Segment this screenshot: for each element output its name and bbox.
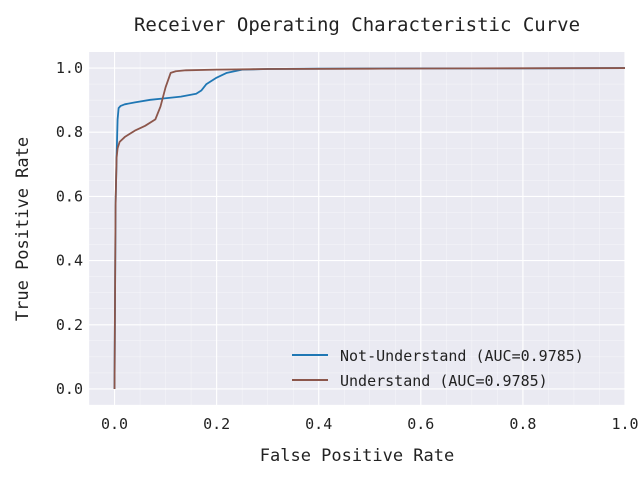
x-tick-label: 0.0 (101, 415, 128, 433)
chart-title: Receiver Operating Characteristic Curve (134, 14, 580, 36)
x-tick-label: 0.8 (509, 415, 536, 433)
legend-label-not-understand: Not-Understand (AUC=0.9785) (340, 347, 584, 365)
x-tick-label: 0.2 (203, 415, 230, 433)
legend: Not-Understand (AUC=0.9785) Understand (… (292, 347, 584, 390)
x-tick-label: 1.0 (611, 415, 638, 433)
y-axis-label: True Positive Rate (13, 137, 33, 321)
x-axis-label: False Positive Rate (260, 446, 454, 466)
x-tick-label: 0.6 (407, 415, 434, 433)
series-layer (113, 67, 626, 389)
y-tick-label: 0.0 (56, 380, 83, 398)
y-tick-label: 0.4 (56, 252, 83, 270)
y-tick-label: 0.6 (56, 187, 83, 205)
y-tick-label: 1.0 (56, 59, 83, 77)
x-tick-label: 0.4 (305, 415, 332, 433)
series-line-1 (113, 67, 626, 389)
y-tick-label: 0.2 (56, 316, 83, 334)
legend-label-understand: Understand (AUC=0.9785) (340, 372, 548, 390)
ticks: 0.0 0.2 0.4 0.6 0.8 1.0 0.0 0.2 0.4 0.6 0.8 1.0 (56, 59, 639, 433)
y-tick-label: 0.8 (56, 123, 83, 141)
